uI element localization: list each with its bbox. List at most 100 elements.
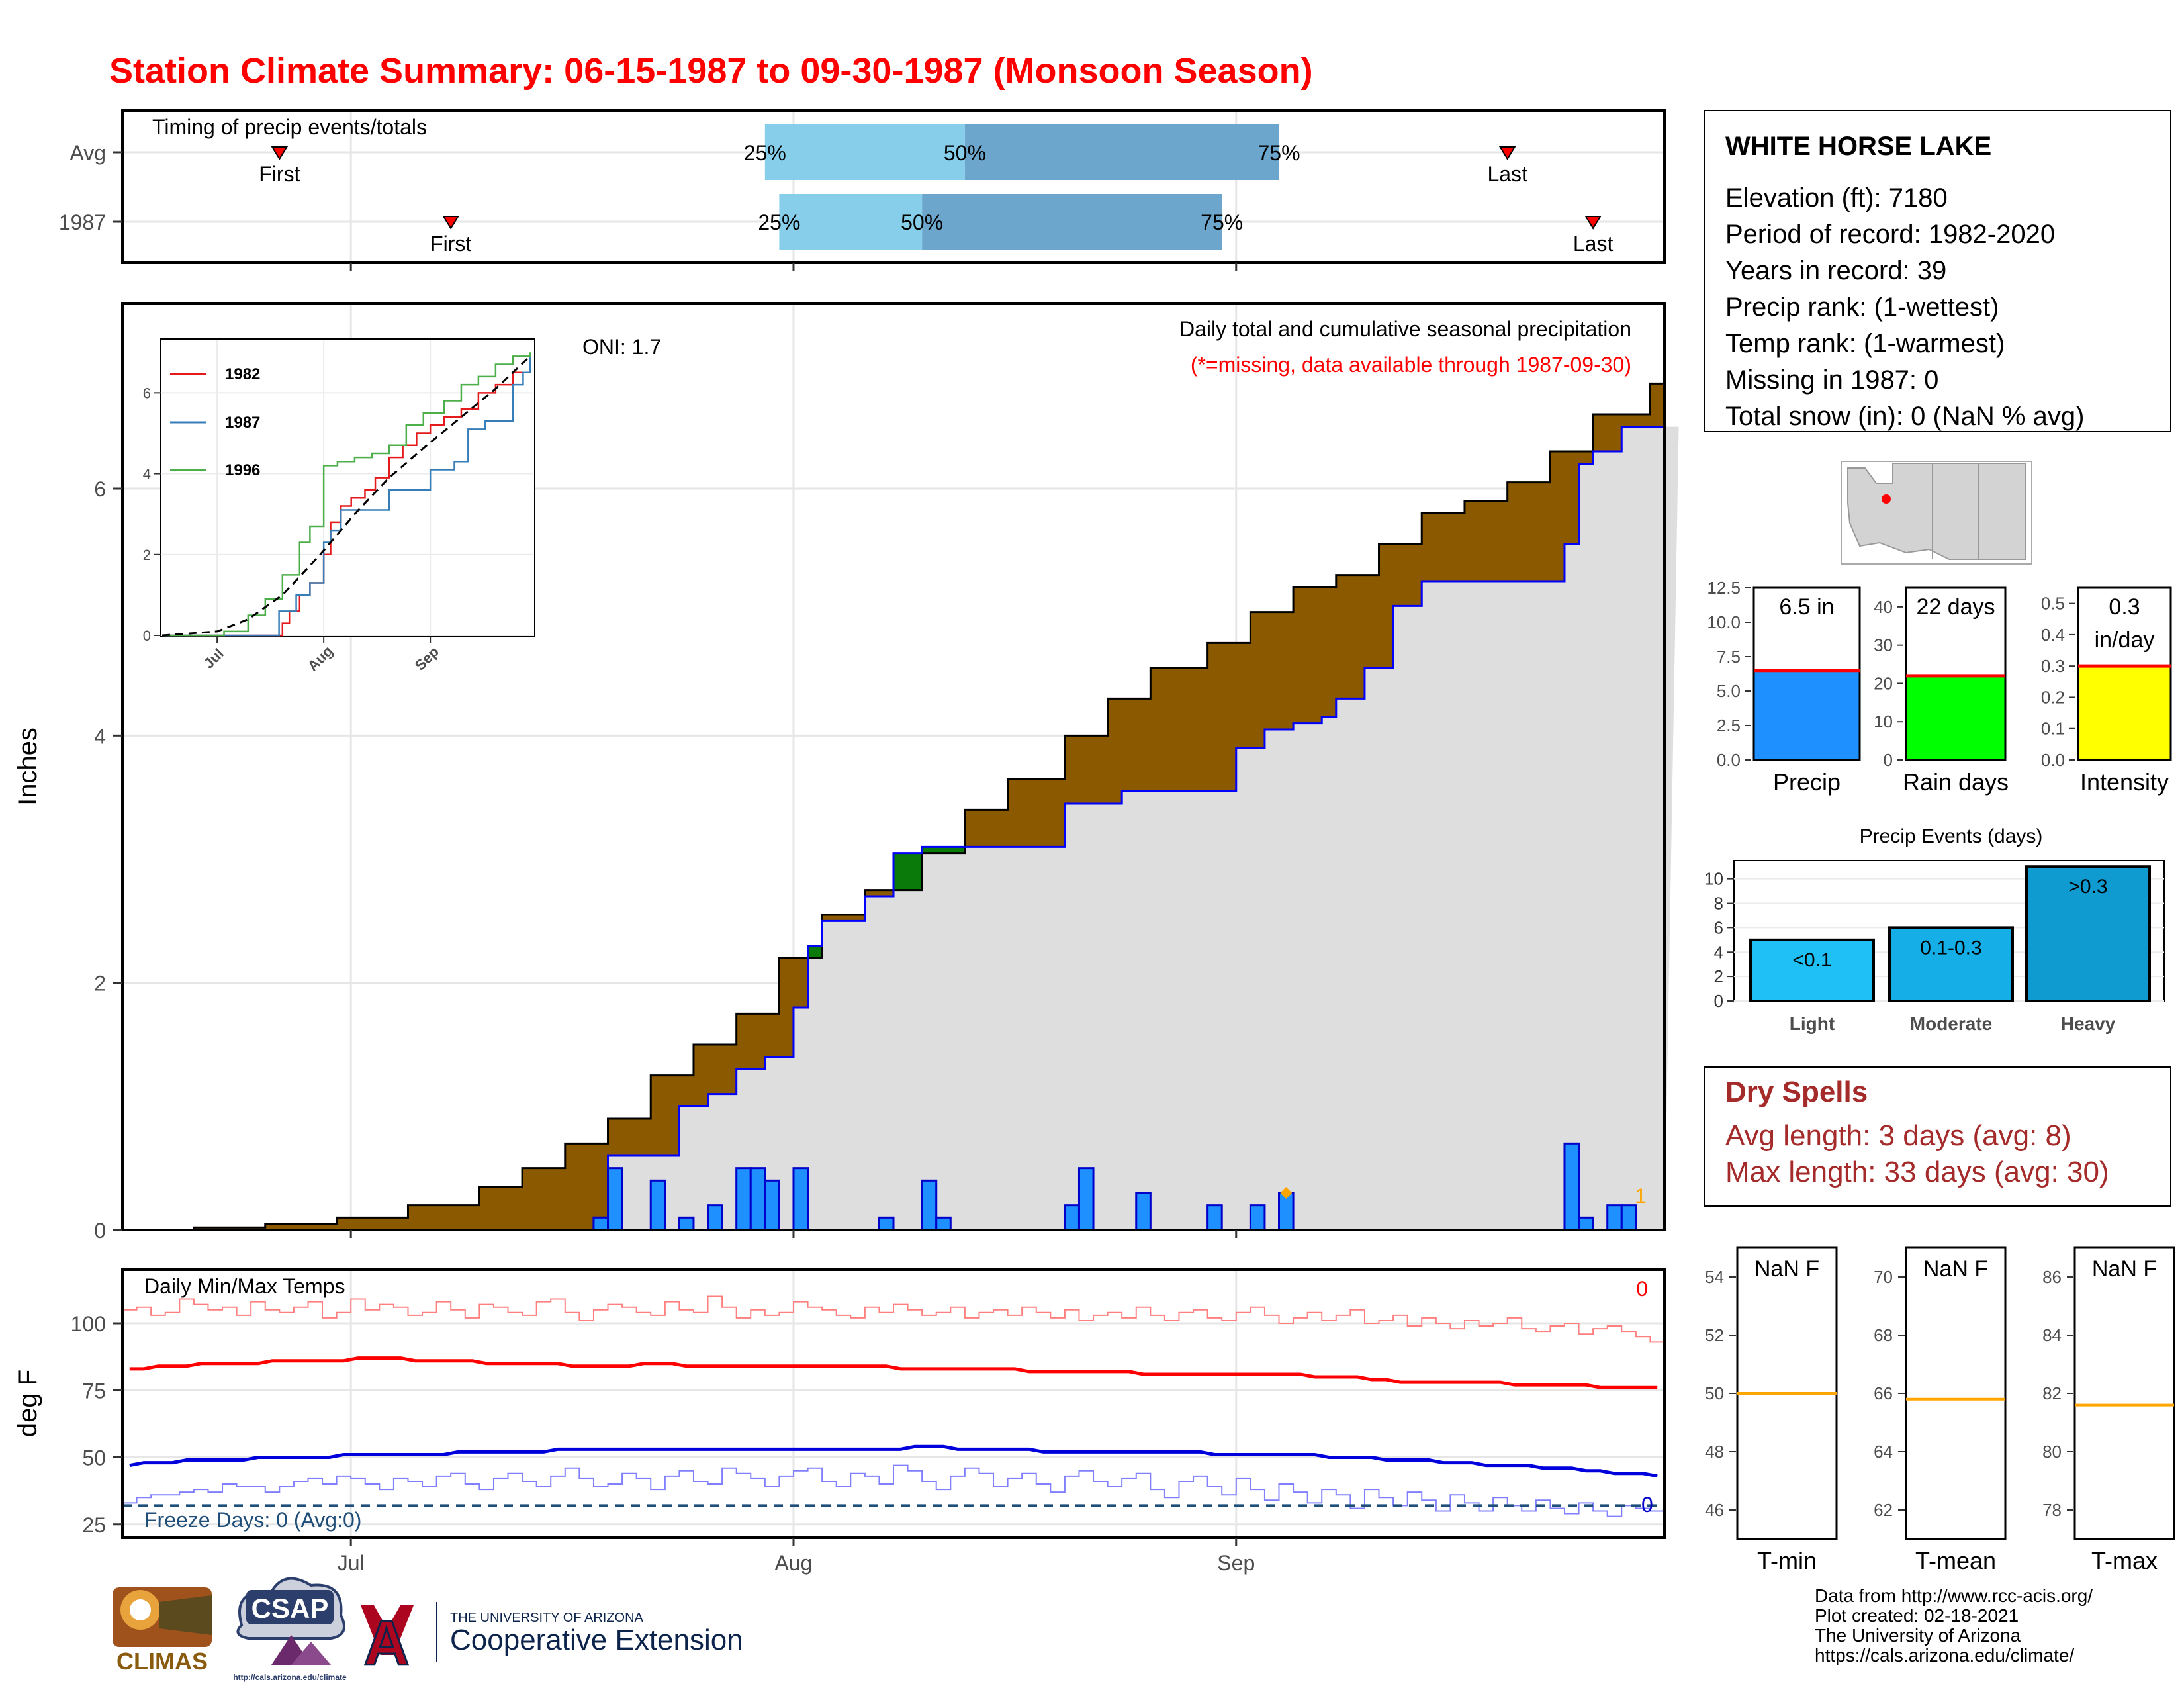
surplus-area xyxy=(807,945,823,959)
inset-series-line xyxy=(161,355,531,637)
deficit-area xyxy=(651,1075,666,1156)
deficit-area xyxy=(436,1205,451,1230)
summary-bar-label: Precip xyxy=(1773,769,1841,796)
summary-bar-tick: 0.1 xyxy=(2041,719,2065,739)
events-bar-label: <0.1 xyxy=(1792,949,1831,971)
dry-spells-box: Dry Spells Avg length: 3 days (avg: 8) M… xyxy=(1704,1066,2171,1207)
daily-precip-bar xyxy=(735,1167,752,1231)
events-y-tick: 10 xyxy=(1704,869,1723,889)
x-tick-label: Jul xyxy=(338,1551,365,1575)
climas-logo: CLIMAS xyxy=(113,1587,212,1675)
events-y-tick: 6 xyxy=(1714,917,1723,937)
station-location-dot xyxy=(1882,494,1891,504)
deficit-area xyxy=(465,1205,480,1230)
daily-precip-bar xyxy=(935,1216,952,1231)
inset-series-line xyxy=(162,356,531,637)
temp-rank-tick: 70 xyxy=(1874,1267,1893,1287)
temp-rank-frame xyxy=(1905,1246,2007,1540)
y-tick-label: 0 xyxy=(94,1219,106,1243)
daily-precip-bar xyxy=(678,1216,695,1231)
deficit-area xyxy=(1250,612,1265,748)
y-tick-label: 2 xyxy=(94,972,106,996)
ua-logo-small: THE UNIVERSITY OF ARIZONA xyxy=(450,1611,644,1625)
y-tick-label: 75 xyxy=(82,1379,106,1403)
deficit-area xyxy=(1493,500,1508,581)
events-bar xyxy=(2025,865,2151,1003)
deficit-area xyxy=(608,1119,623,1156)
deficit-area xyxy=(565,1143,580,1230)
temp-rank-tick: 84 xyxy=(2042,1325,2062,1345)
deficit-area xyxy=(1379,544,1394,668)
last-event-label: Last xyxy=(1573,232,1614,256)
temp-rank-tick: 82 xyxy=(2042,1383,2062,1403)
summary-bar-tick: 0 xyxy=(1884,750,1893,770)
deficit-area xyxy=(1550,451,1565,581)
station-info-line: Elevation (ft): 7180 xyxy=(1725,183,1948,212)
climas-logo-text: CLIMAS xyxy=(116,1648,208,1675)
deficit-area xyxy=(1522,482,1537,581)
deficit-area xyxy=(308,1223,323,1230)
events-y-tick: 4 xyxy=(1714,942,1723,962)
timing-panel: 25% 50% 75% First Last Avg 25% 50% 75% First Last 1… xyxy=(59,109,1666,271)
precip-caption: Daily total and cumulative seasonal prec… xyxy=(1179,317,1631,341)
oni-label: ONI: 1.7 xyxy=(582,335,661,359)
deficit-area xyxy=(751,1013,766,1070)
temp-rank-frame xyxy=(2073,1246,2175,1540)
q25-label: 25% xyxy=(744,141,786,165)
timing-label: Timing of precip events/totals xyxy=(152,115,427,139)
ua-logo: A THE UNIVERSITY OF ARIZONA Cooperative … xyxy=(361,1602,743,1680)
deficit-area xyxy=(422,1205,437,1230)
events-category-label: Moderate xyxy=(1910,1013,1992,1034)
quartile-bar-25-50 xyxy=(764,124,965,180)
events-y-tick: 8 xyxy=(1714,894,1723,914)
data-flag-marker xyxy=(1280,1187,1293,1199)
summary-bar xyxy=(1752,669,1861,761)
deficit-area xyxy=(679,1075,694,1107)
events-y-tick: 2 xyxy=(1714,966,1723,986)
q50-label: 50% xyxy=(944,141,986,165)
deficit-area xyxy=(836,915,851,921)
summary-bar-tick: 0.4 xyxy=(2041,625,2065,645)
y-tick-label: 50 xyxy=(82,1446,106,1470)
deficit-area xyxy=(1007,778,1023,847)
surplus-area xyxy=(922,847,937,853)
precip-panel: 0 2 4 6 Inches ONI: 1.7 Daily total and cum… xyxy=(13,302,1679,1243)
deficit-area xyxy=(736,1013,751,1070)
station-info-line: Precip rank: (1-wettest) xyxy=(1725,293,1999,322)
summary-bar-tick: 0.0 xyxy=(1717,750,1741,770)
freeze-days-label: Freeze Days: 0 (Avg:0) xyxy=(144,1508,361,1532)
deficit-area xyxy=(1022,778,1037,847)
footer-line: Data from http://www.rcc-acis.org/ xyxy=(1815,1585,2093,1606)
daily-precip-bar xyxy=(921,1179,938,1231)
deficit-area xyxy=(1464,500,1480,581)
deficit-area xyxy=(1307,587,1322,724)
deficit-area xyxy=(551,1168,566,1230)
events-bar xyxy=(1888,926,2014,1003)
daily-precip-bar xyxy=(764,1179,780,1231)
temp-rank-label: T-max xyxy=(2091,1547,2158,1574)
temp-rank-tick: 66 xyxy=(1874,1383,1893,1403)
station-info-line: Period of record: 1982-2020 xyxy=(1725,220,2055,249)
footer-line: The University of Arizona xyxy=(1815,1625,2021,1646)
deficit-area xyxy=(1364,575,1380,668)
temp-rank-value: NaN F xyxy=(1923,1256,1988,1282)
station-info-line: Temp rank: (1-warmest) xyxy=(1725,329,2005,358)
deficit-area xyxy=(1136,698,1151,792)
deficit-area xyxy=(1479,500,1494,581)
daily-precip-bar xyxy=(649,1179,666,1231)
summary-bar-value: 0.3 xyxy=(2109,594,2140,620)
dry-spells-avg: Avg length: 3 days (avg: 8) xyxy=(1725,1119,2071,1152)
deficit-area xyxy=(764,1013,780,1057)
first-event-marker xyxy=(271,146,289,160)
q75-label: 75% xyxy=(1201,211,1243,234)
deficit-area xyxy=(1193,667,1208,792)
q25-label: 25% xyxy=(758,211,800,234)
temp-series-line xyxy=(129,1356,1658,1389)
inset-legend-label: 1996 xyxy=(225,461,260,479)
y-tick-label: 6 xyxy=(94,477,106,501)
csap-logo-text: CSAP xyxy=(251,1593,329,1624)
station-info: WHITE HORSE LAKE Elevation (ft): 7180 Per… xyxy=(1704,110,2171,432)
deficit-area xyxy=(1393,544,1408,606)
daily-precip-bar xyxy=(707,1204,723,1231)
events-bar-label: 0.1-0.3 xyxy=(1920,937,1981,959)
